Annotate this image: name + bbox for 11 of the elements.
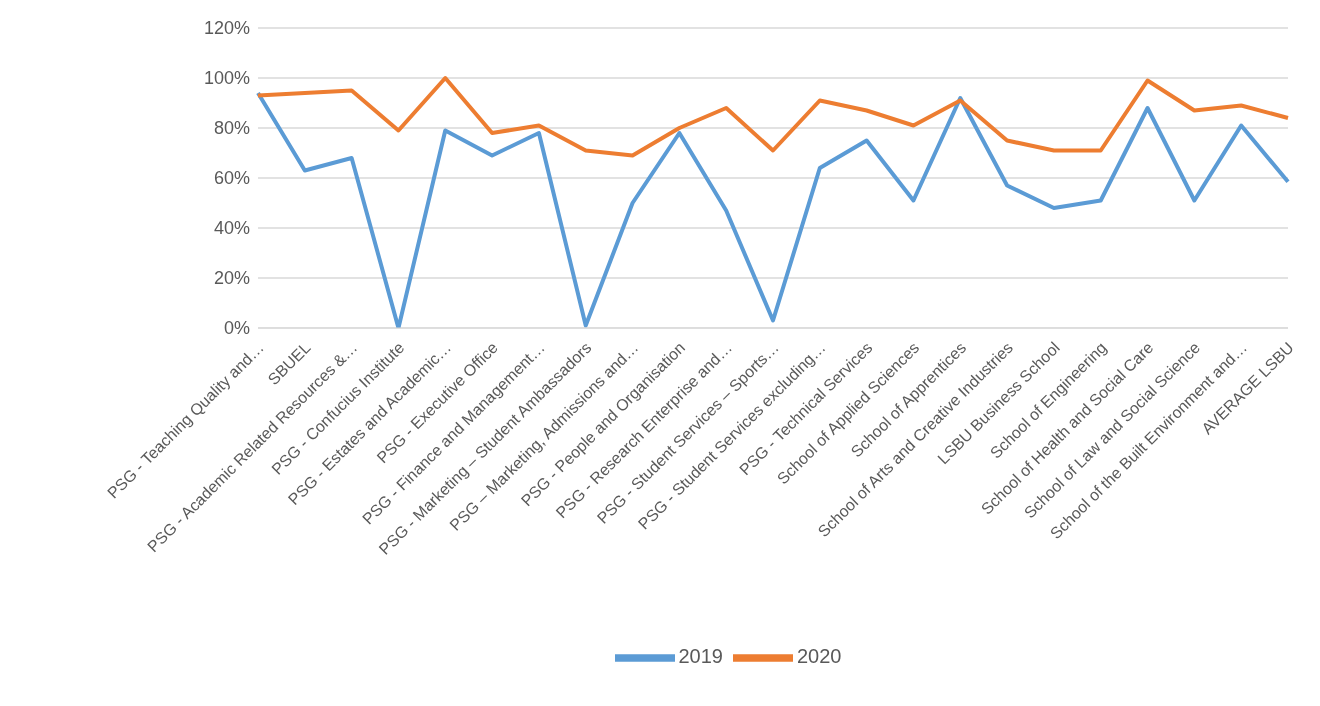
line-series [256,76,1290,158]
y-tick-label: 60% [213,168,250,189]
y-tick-label: 120% [203,18,250,39]
y-tick-label: 0% [223,318,250,339]
legend-label: 2020 [797,645,842,668]
legend-label: 2019 [678,645,723,668]
line-series [256,91,1290,328]
y-tick-label: 40% [213,218,250,239]
y-tick-label: 20% [213,268,250,289]
y-tick-label: 100% [203,68,250,89]
y-tick-label: 80% [213,118,250,139]
